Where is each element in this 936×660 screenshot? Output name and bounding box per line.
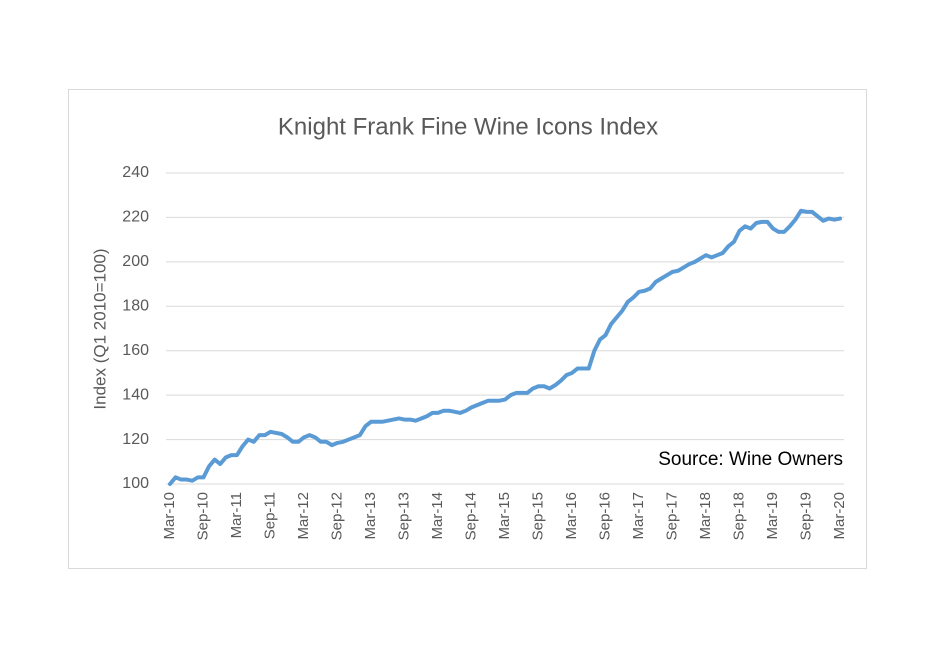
x-tick-label: Sep-16 xyxy=(596,492,613,540)
x-tick-label: Mar-19 xyxy=(764,492,781,540)
y-axis-label: Index (Q1 2010=100) xyxy=(90,248,109,409)
x-tick-label: Mar-20 xyxy=(831,492,848,540)
chart-frame xyxy=(68,89,867,569)
x-tick-label: Sep-12 xyxy=(328,492,345,540)
y-tick-label: 140 xyxy=(122,386,149,403)
x-tick-label: Mar-18 xyxy=(697,492,714,540)
x-tick-label: Sep-15 xyxy=(529,492,546,540)
y-tick-label: 160 xyxy=(122,342,149,359)
x-tick-label: Sep-19 xyxy=(797,492,814,540)
data-line xyxy=(168,208,842,486)
y-tick-label: 100 xyxy=(122,475,149,492)
x-tick-label: Mar-17 xyxy=(630,492,647,540)
y-tick-label: 180 xyxy=(122,298,149,315)
x-tick-label: Mar-16 xyxy=(563,492,580,540)
x-tick-label: Mar-11 xyxy=(228,492,245,538)
x-tick-label: Sep-13 xyxy=(395,492,412,540)
y-tick-label: 240 xyxy=(122,164,149,181)
x-tick-label: Mar-14 xyxy=(429,492,446,540)
y-tick-label: 200 xyxy=(122,253,149,270)
x-tick-label: Sep-11 xyxy=(261,492,278,539)
x-tick-label: Sep-10 xyxy=(194,492,211,540)
annotation: Source: Wine Owners xyxy=(658,449,843,470)
y-tick-label: 220 xyxy=(122,209,149,226)
chart-title: Knight Frank Fine Wine Icons Index xyxy=(278,113,658,140)
x-tick-label: Sep-14 xyxy=(462,492,479,540)
x-tick-label: Mar-13 xyxy=(362,492,379,540)
y-tick-label: 120 xyxy=(122,431,149,448)
x-tick-label: Sep-17 xyxy=(663,492,680,540)
x-tick-label: Mar-10 xyxy=(161,492,178,540)
x-tick-label: Sep-18 xyxy=(730,492,747,540)
x-tick-label: Mar-12 xyxy=(295,492,312,540)
x-tick-label: Mar-15 xyxy=(496,492,513,540)
